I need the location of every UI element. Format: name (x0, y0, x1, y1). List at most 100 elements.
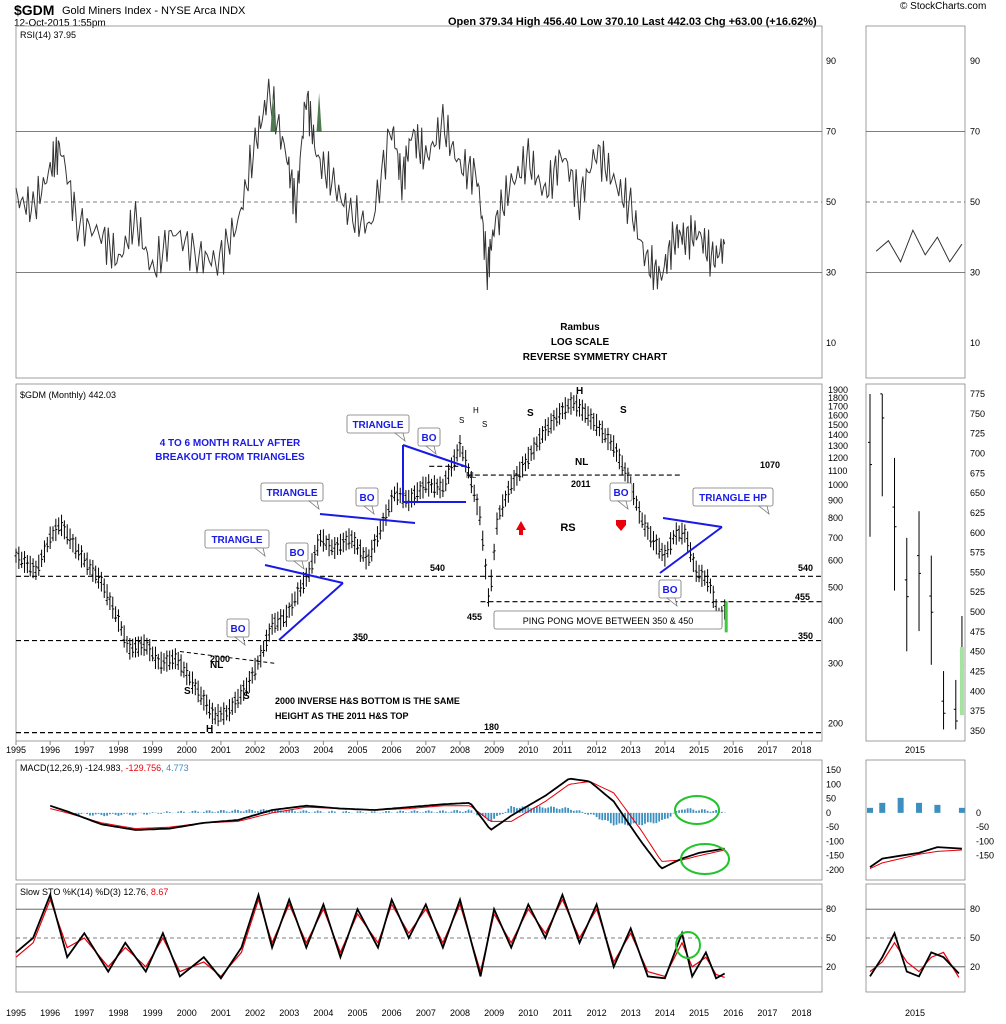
macd-histogram-bar (507, 808, 510, 813)
macd-histogram-bar (638, 812, 641, 825)
macd-inset-tick-label: -50 (976, 822, 989, 832)
macd-signal-line (50, 781, 725, 862)
price-inset-tick-label: 625 (970, 508, 985, 518)
macd-histogram-bar (342, 811, 345, 813)
macd-histogram-bar (561, 808, 564, 813)
macd-histogram-bar (231, 810, 234, 813)
macd-histogram-bar (533, 807, 535, 813)
macd-highlight-ellipse-1 (674, 795, 720, 825)
year-axis-label: 1997 (74, 745, 94, 755)
macd-histogram-bar (681, 809, 683, 813)
macd-histogram-bar (598, 812, 601, 820)
macd-histogram-bar (663, 812, 666, 819)
price-tick-label: 1900 (828, 385, 848, 395)
price-inset-tick-label: 750 (970, 409, 985, 419)
macd-histogram-bar (100, 812, 103, 816)
macd-inset-histogram-bar (897, 797, 904, 813)
macd-histogram-bar (254, 811, 256, 813)
macd-tick-label: 50 (826, 794, 836, 804)
macd-histogram-bar (245, 810, 248, 813)
macd-histogram-bar (302, 810, 305, 813)
macd-histogram-bar (148, 812, 151, 814)
price-inset-tick-label: 575 (970, 548, 985, 558)
neckline-label-2008: NL (466, 471, 477, 480)
macd-histogram-bar (470, 810, 473, 813)
year-axis-label: 2012 (587, 745, 607, 755)
macd-histogram-bar (131, 812, 134, 816)
macd-inset-tick-label: 0 (976, 808, 981, 818)
macd-histogram-bar (567, 807, 570, 813)
macd-signal-legend-value: , -129.756 (121, 763, 162, 773)
macd-histogram-bar (641, 812, 644, 826)
triangle-callout-3-box (346, 414, 410, 434)
macd-histogram-bar (427, 810, 430, 813)
price-inset-tick-label: 675 (970, 468, 985, 478)
macd-histogram-bar (646, 812, 649, 823)
macd-histogram-bar (490, 812, 493, 823)
macd-histogram-bar (160, 812, 163, 814)
price-tick-label: 1200 (828, 453, 848, 463)
macd-histogram-bar (413, 810, 416, 813)
macd-histogram-bar (205, 810, 208, 813)
macd-histogram-bar (168, 811, 171, 813)
head-2000: H (206, 724, 213, 735)
rsi-inset-tick-label: 90 (970, 56, 980, 66)
price-tick-label: 1500 (828, 420, 848, 430)
macd-inset-histogram-bar (867, 807, 873, 813)
triangle-callout-1-pointer (253, 547, 266, 558)
macd-histogram-bar (294, 811, 296, 813)
macd-histogram-bar (123, 812, 126, 814)
price-legend: $GDM (Monthly) 442.03 (20, 390, 116, 400)
macd-tick-label: 0 (826, 808, 831, 818)
bo-callout-1-pointer (233, 636, 246, 647)
year-axis-label: 2016 (723, 745, 743, 755)
year-axis-label-bottom: 2011 (553, 1008, 572, 1018)
macd-histogram-bar (683, 809, 686, 813)
macd-histogram-bar (527, 807, 530, 813)
triangle-callout-2-pointer (307, 500, 320, 511)
quote-line: Open 379.34 High 456.40 Low 370.10 Last … (448, 16, 817, 28)
macd-histogram-bar (191, 811, 194, 813)
macd-histogram-bar (706, 810, 709, 813)
rsi-inset-tick-label: 70 (970, 127, 980, 137)
macd-histogram-bar (348, 811, 350, 813)
macd-histogram-bar (581, 811, 584, 813)
label-1070: 1070 (760, 460, 780, 470)
year-axis-label-bottom: 2001 (211, 1008, 231, 1018)
macd-histogram-bar (649, 812, 652, 823)
macd-histogram-bar (632, 812, 635, 824)
macd-histogram-bar (592, 812, 595, 815)
label-350: 350 (353, 632, 368, 642)
macd-histogram-bar (461, 811, 464, 813)
macd-histogram-bar (558, 809, 561, 813)
reverse-symmetry-label: REVERSE SYMMETRY CHART (523, 352, 667, 363)
price-inset-tick-label: 475 (970, 627, 985, 637)
macd-histogram-bar (439, 810, 441, 813)
macd-histogram-bar (422, 812, 424, 813)
macd-histogram-bar (553, 806, 555, 813)
panel-frame (865, 383, 966, 742)
year-axis-label: 2003 (279, 745, 299, 755)
bo-callout-1: BO (231, 624, 246, 635)
macd-histogram-bar (248, 809, 251, 813)
macd-histogram-bar (197, 811, 200, 813)
macd-histogram-bar (530, 808, 533, 813)
macd-histogram-bar (211, 811, 214, 813)
macd-histogram-bar (669, 812, 672, 817)
macd-histogram-bar (535, 806, 538, 813)
macd-histogram-bar (80, 812, 83, 814)
sto-tick-label: 20 (826, 962, 836, 972)
macd-histogram-bar (575, 810, 578, 813)
price-tick-label: 1100 (828, 466, 847, 476)
rsi-overbought-fill (316, 92, 322, 132)
rsi-tick-label: 30 (826, 267, 836, 277)
price-inset-tick-label: 700 (970, 448, 985, 458)
macd-histogram-bar (416, 811, 419, 813)
macd-histogram-bar (430, 811, 433, 813)
macd-histogram-bar (698, 810, 700, 813)
macd-histogram-bar (498, 812, 501, 815)
macd-histogram-bar (319, 811, 322, 813)
macd-histogram-bar (467, 809, 470, 813)
triangle-callout-3: TRIANGLE (352, 420, 403, 431)
